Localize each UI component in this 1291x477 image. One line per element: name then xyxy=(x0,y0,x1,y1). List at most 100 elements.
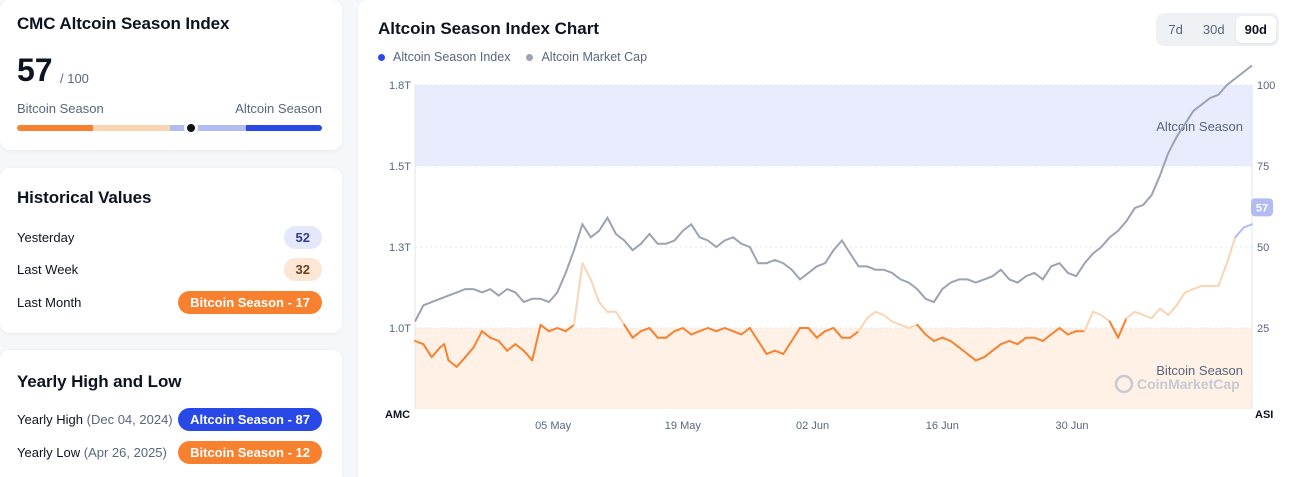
chart-title: Altcoin Season Index Chart xyxy=(378,19,600,38)
asi-line-segment xyxy=(414,340,425,346)
asi-line-segment xyxy=(924,333,935,342)
asi-line-segment xyxy=(866,310,877,320)
asi-line-segment xyxy=(531,323,542,362)
range-tabs: 7d 30d 90d xyxy=(1156,13,1279,46)
yearly-label: Yearly High (Dec 04, 2024) xyxy=(17,412,173,427)
season-gauge xyxy=(17,122,322,134)
asi-line-segment xyxy=(857,317,868,333)
hist-label: Last Week xyxy=(17,261,79,277)
tab-7d[interactable]: 7d xyxy=(1168,22,1183,37)
asi-line-segment xyxy=(1008,340,1019,346)
asi-line-segment xyxy=(1175,291,1186,307)
hist-value-badge: 32 xyxy=(283,257,322,281)
asi-line-segment xyxy=(481,330,492,339)
x-tick-label: 30 Jun xyxy=(1056,420,1089,432)
legend-item-marketcap[interactable]: Altcoin Market Cap xyxy=(526,50,647,64)
asi-line-segment xyxy=(1184,288,1195,294)
asi-line-segment xyxy=(916,323,927,336)
asi-line-segment xyxy=(1117,317,1128,339)
asi-line-segment xyxy=(983,349,994,359)
current-value-badge: 57 xyxy=(1251,198,1273,217)
asi-line-segment xyxy=(1041,333,1053,342)
left-axis-ticks: 1.8T 1.5T 1.3T 1.0T xyxy=(389,80,411,335)
asi-line-segment xyxy=(815,330,827,339)
asi-line-segment xyxy=(472,330,483,349)
asi-line-segment xyxy=(1125,310,1136,320)
right-axis-corner-label: ASI xyxy=(1255,409,1273,421)
hist-label: Yesterday xyxy=(17,229,75,245)
tab-30d[interactable]: 30d xyxy=(1202,22,1225,37)
tab-90d[interactable]: 90d xyxy=(1235,16,1276,43)
yearly-title: Yearly High and Low xyxy=(17,372,182,391)
asi-line-segment xyxy=(514,343,525,352)
asi-line-segment xyxy=(673,327,684,333)
asi-line-segment xyxy=(443,343,450,362)
bitcoin-season-label: Bitcoin Season xyxy=(17,101,104,116)
asi-line-segment xyxy=(1225,236,1237,265)
yearly-row-high: Yearly High (Dec 04, 2024) Altcoin Seaso… xyxy=(17,407,322,431)
asi-line-segment xyxy=(1050,327,1061,336)
hist-label: Last Month xyxy=(17,294,82,310)
asi-line-segment xyxy=(447,359,458,368)
asi-line-segment xyxy=(891,320,902,326)
historical-values-card: Historical Values Yesterday 52 Last Week… xyxy=(0,168,342,333)
asi-line-segment xyxy=(631,330,642,339)
right-tick-label: 75 xyxy=(1257,161,1269,173)
asi-line-segment xyxy=(1016,336,1027,346)
altcoin-season-index-line xyxy=(414,223,1253,368)
asi-line-segment xyxy=(1150,307,1161,320)
altcoin-zone-label: Altcoin Season xyxy=(1156,119,1243,134)
asi-line-segment xyxy=(464,346,475,359)
asi-line-segment xyxy=(1142,314,1153,320)
asi-line-segment xyxy=(556,327,567,333)
asi-line-segment xyxy=(640,327,651,333)
hist-row-last-week: Last Week 32 xyxy=(17,257,322,281)
yearly-label: Yearly Low (Apr 26, 2025) xyxy=(17,445,167,460)
legend-item-index[interactable]: Altcoin Season Index xyxy=(378,50,510,64)
index-card-title: CMC Altcoin Season Index xyxy=(17,14,230,33)
x-tick-label: 05 May xyxy=(535,420,572,432)
coinmarketcap-logo-icon xyxy=(1114,374,1134,394)
index-value: 57 xyxy=(17,52,53,88)
asi-line-segment xyxy=(941,336,952,342)
x-tick-label: 19 May xyxy=(665,420,702,432)
altcoin-market-cap-line xyxy=(414,64,1253,322)
asi-line-segment xyxy=(732,330,743,336)
asi-line-segment xyxy=(1100,314,1111,323)
altcoin-index-card: CMC Altcoin Season Index 57 / 100 Bitcoi… xyxy=(0,0,342,150)
asi-line-segment xyxy=(497,340,509,352)
asi-line-segment xyxy=(932,336,944,342)
bitcoin-zone-label: Bitcoin Season xyxy=(1156,363,1243,378)
right-tick-label: 50 xyxy=(1257,242,1269,254)
asi-line-segment xyxy=(740,327,751,336)
asi-line-segment xyxy=(1234,226,1245,239)
legend-label-marketcap: Altcoin Market Cap xyxy=(541,50,648,64)
asi-line-segment xyxy=(824,327,835,333)
current-value-badge-bg xyxy=(1251,198,1273,217)
asi-line-segment xyxy=(832,327,843,339)
gauge-bitcoin-weak xyxy=(93,125,170,131)
hist-value-badge: Bitcoin Season - 17 xyxy=(178,290,322,314)
asi-line-segment xyxy=(991,343,1002,352)
asi-line-segment xyxy=(598,301,609,313)
asi-line-segment xyxy=(782,340,793,355)
x-tick-label: 16 Jun xyxy=(926,420,959,432)
asi-line-segment xyxy=(489,336,500,342)
asi-line-segment xyxy=(807,327,818,339)
bitcoin-season-zone xyxy=(415,328,1252,409)
asi-line-segment xyxy=(874,310,885,316)
asi-line-segment xyxy=(706,327,718,333)
yearly-high-badge: Altcoin Season - 87 xyxy=(178,407,322,431)
asi-line-segment xyxy=(757,340,768,355)
asi-line-segment xyxy=(748,327,760,342)
hist-row-last-month: Last Month Bitcoin Season - 17 xyxy=(17,290,322,314)
x-axis-ticks: 05 May 19 May 02 Jun 16 Jun 30 Jun xyxy=(535,420,1088,432)
asi-line-segment xyxy=(958,346,969,355)
left-tick-label: 1.5T xyxy=(389,161,411,173)
asi-line-segment xyxy=(765,349,776,355)
asi-line-segment xyxy=(1242,223,1253,229)
chart-legend: Altcoin Season Index Altcoin Market Cap xyxy=(378,50,647,64)
x-tick-label: 02 Jun xyxy=(796,420,829,432)
asi-line-segment xyxy=(899,323,910,329)
